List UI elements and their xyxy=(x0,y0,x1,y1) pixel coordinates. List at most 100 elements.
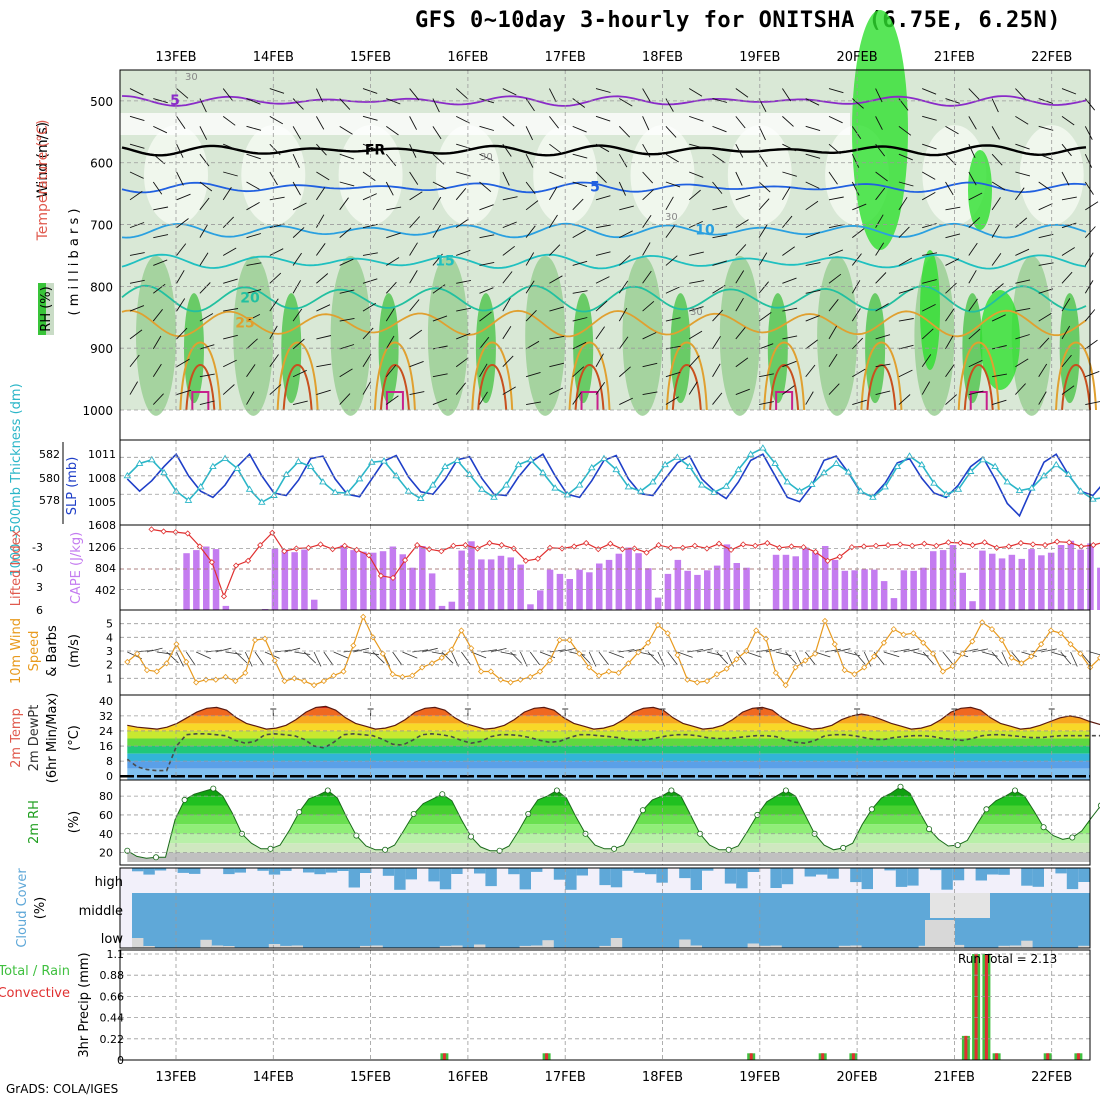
wind-barb xyxy=(316,335,332,340)
cloud-high-bar xyxy=(360,868,372,873)
wind-barb xyxy=(223,278,238,284)
wind-barb xyxy=(549,143,562,154)
cloud-high-bar xyxy=(348,868,360,888)
cloud-high-bar xyxy=(553,868,566,880)
cape-bar xyxy=(605,559,613,610)
rh-marker xyxy=(611,845,618,852)
lifted-index-marker xyxy=(1041,542,1049,549)
pressure-tick-label: 1000 xyxy=(82,404,113,418)
wind-barb xyxy=(572,392,582,405)
cape-bar xyxy=(733,563,740,610)
cloud-high-bar xyxy=(565,868,577,890)
lifted-index-marker xyxy=(329,546,336,553)
surface-wind-barb xyxy=(363,651,379,656)
wind-speed-marker xyxy=(821,617,829,624)
wind-barb xyxy=(851,153,860,168)
wind-barb xyxy=(595,224,611,229)
lifted-index-marker xyxy=(691,542,698,549)
wind-barb xyxy=(968,116,977,130)
isotherm-35-loop xyxy=(775,391,794,410)
wind-speed-marker xyxy=(340,668,347,675)
wind-barb xyxy=(502,297,511,312)
wind-barb xyxy=(176,358,190,368)
cape-ylabel: CAPE (J/kg) xyxy=(69,532,84,604)
wind-speed-marker xyxy=(969,638,976,645)
wind-barb xyxy=(665,371,681,378)
cape-bar xyxy=(409,567,416,610)
wind-barb xyxy=(712,181,723,194)
rh-moist-region xyxy=(136,255,176,416)
surface-wind-barb xyxy=(559,648,576,653)
cape-bar xyxy=(193,550,200,610)
thickness-marker xyxy=(587,463,596,471)
lifted-index-marker xyxy=(655,542,662,549)
rh-color-band xyxy=(127,843,1090,853)
wind-speed-marker xyxy=(949,662,956,670)
precip-convective-bar xyxy=(749,1053,753,1060)
wind-barb xyxy=(1061,385,1075,395)
wind-barb xyxy=(176,193,191,201)
precip-panel-frame xyxy=(119,949,1091,1061)
thickness-marker xyxy=(600,454,608,462)
wind-barb xyxy=(642,270,652,284)
lifted-index-marker xyxy=(389,574,397,581)
cape-bar xyxy=(743,567,750,610)
cape-bar xyxy=(822,546,829,610)
wind-barb xyxy=(828,299,839,312)
wind-barb xyxy=(316,214,325,228)
wind-barb xyxy=(152,335,162,350)
top-date-label: 13FEB xyxy=(155,50,196,65)
wind-barb xyxy=(502,245,515,256)
cloud-low-clear xyxy=(474,944,486,948)
cloud-high-bar xyxy=(303,868,315,873)
wind-barb xyxy=(176,298,186,312)
wind-speed-marker xyxy=(713,671,720,678)
rh-marker xyxy=(868,806,875,813)
wind-barb xyxy=(269,384,282,395)
slp-line xyxy=(126,452,1100,518)
wind-barb xyxy=(898,226,910,238)
lifted-index-marker xyxy=(462,542,469,549)
wind-barb xyxy=(595,171,607,184)
wind-barb xyxy=(153,153,165,165)
wind-barb xyxy=(455,382,466,395)
thickness-marker xyxy=(710,488,718,495)
thickness-marker xyxy=(795,487,804,494)
rh-marker xyxy=(1069,834,1076,841)
wind-barb xyxy=(362,171,376,181)
wind-barb xyxy=(782,171,797,177)
wind-barb xyxy=(1038,203,1053,211)
wind-tick-label: 2 xyxy=(106,659,113,672)
wind-speed-marker xyxy=(310,682,318,689)
cape-bar xyxy=(478,559,485,610)
wind-barb xyxy=(1015,143,1030,150)
wind-barb xyxy=(1015,115,1029,125)
cape-bar xyxy=(792,556,799,610)
li-ylabel: Lifted Index xyxy=(9,529,24,606)
wind-barb xyxy=(339,125,353,135)
wind-barb xyxy=(246,125,262,131)
lifted-index-marker xyxy=(836,553,843,560)
lifted-index-marker xyxy=(945,539,952,546)
isotherm-35-loop xyxy=(580,391,599,410)
wind-barb xyxy=(852,368,866,378)
surface-wind-barb xyxy=(588,651,597,667)
wind-barb xyxy=(525,280,535,294)
wind-speed-marker xyxy=(281,678,288,685)
thickness-marker xyxy=(477,485,486,492)
wind-speed-marker xyxy=(330,672,337,679)
wind-barb xyxy=(316,363,332,368)
wind-barb xyxy=(968,88,980,100)
wind-barb xyxy=(1015,248,1030,256)
rh-marker xyxy=(353,832,360,839)
surface-wind-barb xyxy=(1060,651,1072,665)
temp-color-band xyxy=(127,708,1090,716)
isotherm-25-loop xyxy=(763,341,806,411)
cloud-low-clear xyxy=(200,939,212,948)
wind-barb xyxy=(129,329,143,340)
thickness-marker xyxy=(257,498,266,505)
thickness-marker xyxy=(979,455,987,463)
wind-barb xyxy=(362,302,377,312)
lifted-index-marker xyxy=(377,572,384,579)
wind-barb xyxy=(153,98,168,104)
